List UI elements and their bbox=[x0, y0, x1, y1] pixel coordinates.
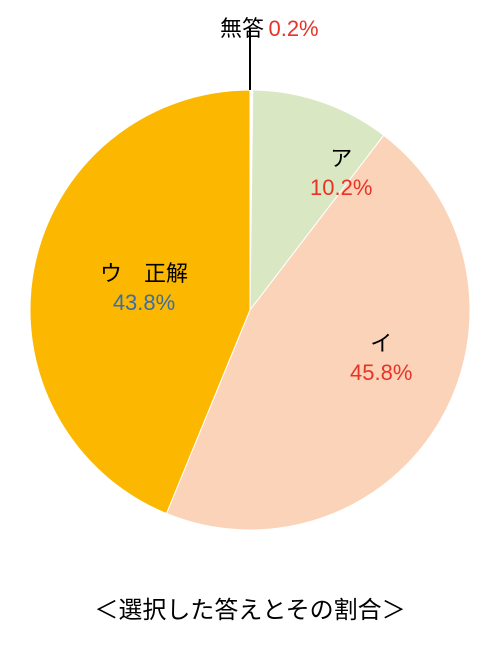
pie-chart-svg bbox=[0, 0, 500, 660]
slice-label-main: ア bbox=[330, 146, 352, 171]
slice-label-main: 無答 bbox=[220, 16, 264, 41]
slice-label-value: 0.2% bbox=[268, 16, 318, 41]
slice-label-main: ウ 正解 bbox=[100, 261, 188, 286]
slice-label-value: 10.2% bbox=[310, 175, 372, 200]
slice-label-no_answer_label: 無答 0.2% bbox=[220, 15, 319, 44]
slice-label-main: イ bbox=[370, 331, 392, 356]
pie-chart-container: 無答 0.2% ア 10.2% イ 45.8% ウ 正解 43.8% ＜選択した答えとその割合… bbox=[0, 0, 500, 660]
slice-label-a_label: ア 10.2% bbox=[310, 145, 372, 202]
slice-label-value: 43.8% bbox=[113, 290, 175, 315]
chart-caption: ＜選択した答えとその割合＞ bbox=[0, 590, 500, 625]
slice-label-u_label: ウ 正解 43.8% bbox=[100, 260, 188, 317]
slice-label-i_label: イ 45.8% bbox=[350, 330, 412, 387]
slice-label-value: 45.8% bbox=[350, 360, 412, 385]
